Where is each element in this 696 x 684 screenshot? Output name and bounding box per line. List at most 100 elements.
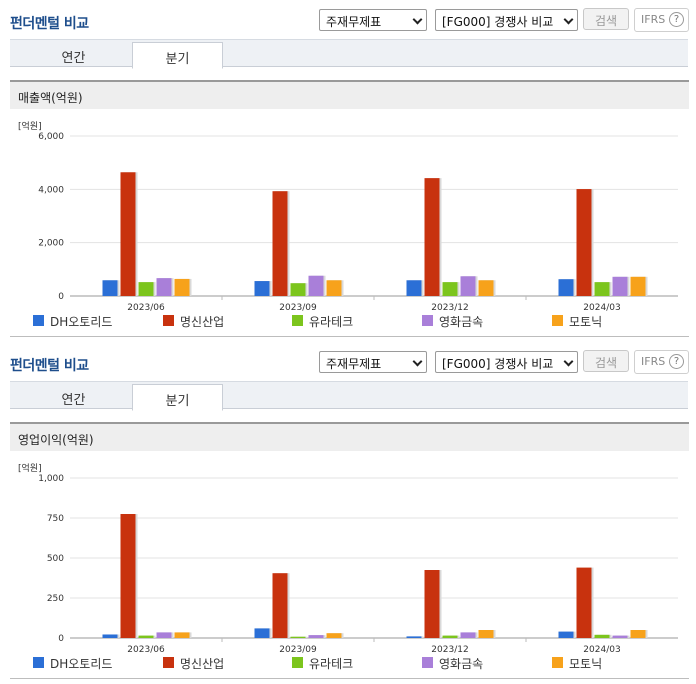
chevron-down-icon <box>412 14 423 25</box>
tab-annual[interactable]: 연간 <box>61 51 86 66</box>
compare-select-value: [FG000] 경쟁사 비교 <box>442 15 554 29</box>
period-tabs: 연간 분기 <box>10 381 688 411</box>
bar <box>576 567 592 638</box>
y-tick-label: 250 <box>47 594 64 604</box>
compare-select[interactable]: [FG000] 경쟁사 비교 <box>435 351 578 373</box>
y-tick-label: 0 <box>58 634 64 644</box>
legend-label: 모토닉 <box>569 657 603 671</box>
section-title: 매출액(억원) <box>18 91 83 105</box>
legend-swatch <box>292 657 303 668</box>
bar <box>174 632 190 638</box>
x-tick-label: 2023/06 <box>127 645 165 653</box>
bar <box>594 282 610 296</box>
tab-quarterly[interactable]: 분기 <box>132 384 223 411</box>
x-tick-label: 2023/12 <box>431 303 468 311</box>
period-tabs: 연간 분기 <box>10 39 688 69</box>
divider <box>10 336 689 337</box>
y-tick-label: 1,000 <box>38 474 64 484</box>
unit-label: [억원] <box>18 122 42 132</box>
bar <box>272 573 288 638</box>
bar <box>308 635 324 638</box>
y-tick-label: 2,000 <box>38 239 64 249</box>
x-tick-label: 2023/12 <box>431 645 468 653</box>
legend-swatch <box>163 657 174 668</box>
bar-chart: 0 2,000 4,000 6,000 2023/06 2023/09 2023/12 202… <box>38 132 678 311</box>
tab-quarterly[interactable]: 분기 <box>132 42 223 69</box>
bar <box>442 635 458 638</box>
section-header: 영업이익(억원) <box>10 422 689 451</box>
chevron-down-icon <box>563 14 574 25</box>
bar <box>290 636 306 638</box>
legend-swatch <box>552 315 563 326</box>
bar <box>156 632 172 638</box>
legend-label: 유라테크 <box>309 657 354 671</box>
fundamental-panel-operating-profit: 펀더멘털 비교 주재무제표 [FG000] 경쟁사 비교 검색 IFRS ? 연… <box>0 342 696 684</box>
bar <box>424 570 440 638</box>
x-tick-label: 2024/03 <box>583 303 620 311</box>
statement-select-value: 주재무제표 <box>326 15 382 29</box>
statement-select[interactable]: 주재무제표 <box>319 9 427 31</box>
search-button[interactable]: 검색 <box>583 8 629 30</box>
bar <box>272 191 288 296</box>
bar <box>326 280 342 296</box>
fundamental-panel-revenue: 펀더멘털 비교 주재무제표 [FG000] 경쟁사 비교 검색 IFRS ? 연… <box>10 8 689 337</box>
bar <box>102 634 118 638</box>
legend-label: 명신산업 <box>180 315 225 329</box>
y-tick-label: 0 <box>58 292 64 302</box>
panel-title: 펀더멘털 비교 <box>10 16 89 32</box>
panel-header: 펀더멘털 비교 주재무제표 [FG000] 경쟁사 비교 검색 IFRS ? <box>0 342 696 376</box>
search-button[interactable]: 검색 <box>583 350 629 372</box>
bar <box>156 278 172 296</box>
panel-title: 펀더멘털 비교 <box>10 358 89 374</box>
bar <box>254 281 270 296</box>
bar <box>558 631 574 638</box>
y-tick-label: 500 <box>47 554 64 564</box>
y-tick-label: 6,000 <box>38 132 64 142</box>
bar <box>630 630 646 638</box>
legend-swatch <box>422 315 433 326</box>
bar <box>406 636 422 638</box>
legend-label: 모토닉 <box>569 315 603 329</box>
bar <box>290 283 306 296</box>
bar <box>102 280 118 296</box>
bar <box>138 635 154 638</box>
ifrs-help-button[interactable]: IFRS ? <box>634 8 689 32</box>
bar <box>478 280 494 296</box>
question-circle-icon: ? <box>669 12 684 27</box>
bar <box>406 280 422 296</box>
ifrs-help-button[interactable]: IFRS ? <box>634 350 689 374</box>
bar <box>326 633 342 638</box>
chevron-down-icon <box>412 356 423 367</box>
bar <box>120 172 136 296</box>
bar-chart: 0 250 500 750 1,000 2023/06 2023/09 2023/12 2024… <box>38 474 678 653</box>
statement-select-value: 주재무제표 <box>326 357 382 371</box>
unit-label: [억원] <box>18 464 42 474</box>
section-title: 영업이익(억원) <box>18 433 94 447</box>
compare-select[interactable]: [FG000] 경쟁사 비교 <box>435 9 578 31</box>
bar <box>612 276 628 296</box>
chart-legend: DH오토리드 명신산업 유라테크 영화금속 모토닉 <box>0 653 696 673</box>
bar <box>576 189 592 296</box>
legend-label: 유라테크 <box>309 315 354 329</box>
bar <box>594 634 610 638</box>
divider <box>10 678 689 679</box>
bar <box>424 178 440 296</box>
bar <box>308 275 324 296</box>
tab-annual[interactable]: 연간 <box>61 393 86 408</box>
bar <box>442 282 458 296</box>
ifrs-label: IFRS <box>641 13 666 26</box>
bar <box>138 282 154 296</box>
statement-select[interactable]: 주재무제표 <box>319 351 427 373</box>
legend-label: DH오토리드 <box>50 657 113 671</box>
legend-swatch <box>33 315 44 326</box>
bar <box>612 635 628 638</box>
bar <box>558 279 574 296</box>
question-circle-icon: ? <box>669 354 684 369</box>
bar <box>254 628 270 638</box>
x-tick-label: 2023/09 <box>279 303 317 311</box>
legend-label: 영화금속 <box>439 657 484 671</box>
y-tick-label: 750 <box>47 514 64 524</box>
section-header: 매출액(억원) <box>10 80 689 109</box>
legend-label: 명신산업 <box>180 657 225 671</box>
bar <box>460 632 476 638</box>
